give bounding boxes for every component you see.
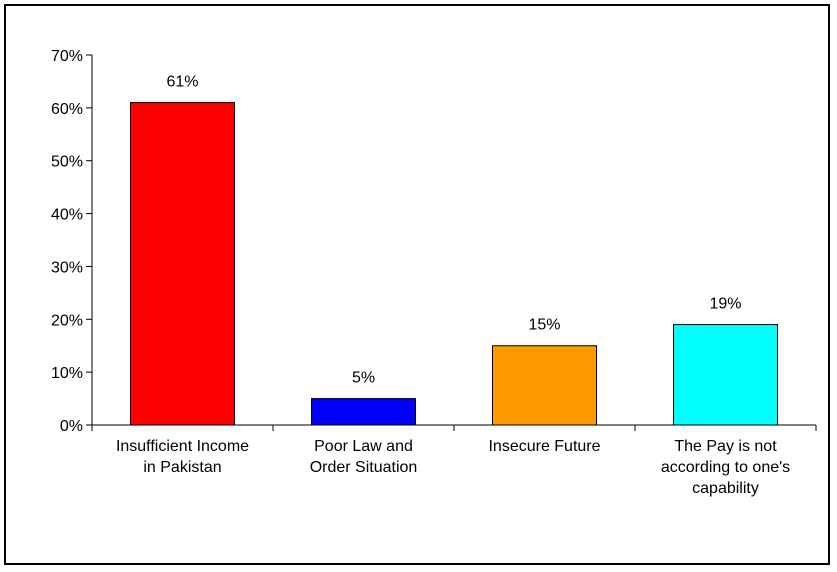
x-tick-label: Insecure Future [488,438,600,455]
x-tick-label: Poor Law and [314,438,413,455]
y-tick-label: 70% [51,48,83,65]
data-label: 15% [528,317,560,334]
bar [673,324,778,426]
y-tick-label: 30% [51,259,83,276]
bar [130,102,235,426]
bar [311,398,416,426]
x-tick-label: Insufficient Income [116,438,249,455]
x-tick-label: capability [692,480,759,497]
data-label: 5% [352,370,375,387]
data-label: 19% [709,296,741,313]
y-tick-label: 20% [51,312,83,329]
x-tick-label: Order Situation [310,459,418,476]
data-label: 61% [166,74,198,91]
bar [492,345,597,426]
y-tick-label: 0% [60,418,83,435]
x-tick-label: according to one's [661,459,790,476]
x-tick-label: in Pakistan [143,459,221,476]
x-tick-label: The Pay is not [674,438,777,455]
y-tick-label: 50% [51,154,83,171]
y-tick-label: 40% [51,207,83,224]
y-tick-label: 60% [51,101,83,118]
y-tick-label: 10% [51,365,83,382]
